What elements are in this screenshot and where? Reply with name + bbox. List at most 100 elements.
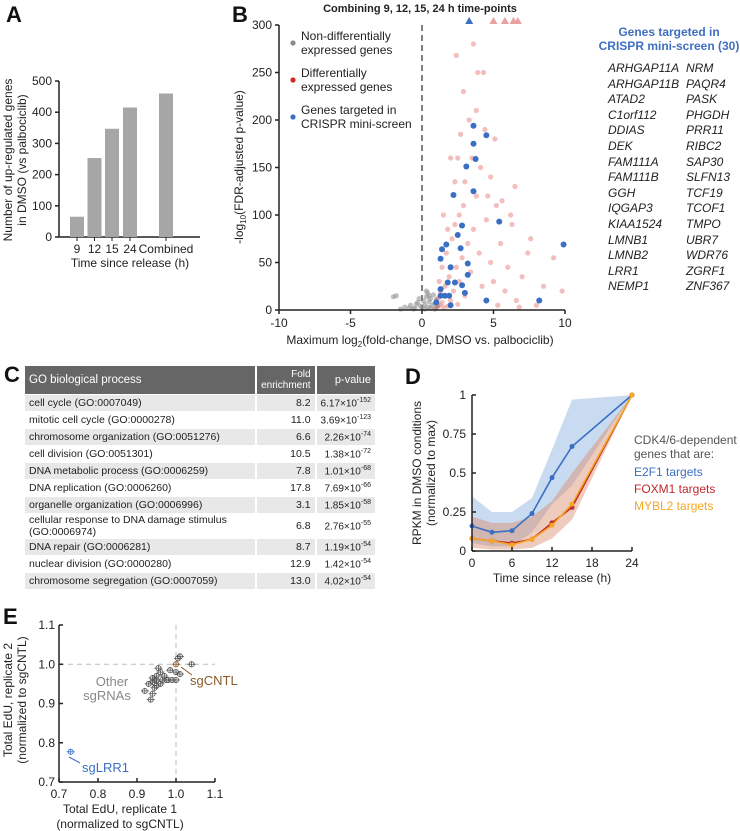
other-sgrnas-label: sgRNAs [83,688,131,703]
cell-fold: 6.8 [257,514,317,538]
cell-process: DNA repair (GO:0006281) [25,539,257,555]
crispr-gene-point [454,231,461,238]
y-tick-label: 0.7 [38,775,55,789]
gene-name: PASK [686,92,718,107]
crispr-gene-point [446,292,453,299]
cell-process: nuclear division (GO:0000280) [25,556,257,572]
genes-title-line: Genes targeted in [618,25,720,39]
pvalue-exponent: -54 [360,575,371,583]
y-tick-label: 400 [32,105,52,119]
x-tick-label: 12 [545,556,559,570]
header-fold: Fold enrichment [256,366,317,394]
table-row: cell division (GO:0051301) 10.5 1.38×10-… [25,446,377,462]
bar [70,216,84,237]
series-point [569,443,575,449]
de-gene-point [512,183,518,190]
cell-pvalue: 4.02×10-54 [316,573,377,589]
de-gene-point [502,288,508,294]
pvalue-exponent: -72 [360,448,371,456]
de-gene-point [495,302,501,308]
table-row: DNA repair (GO:0006281) 8.7 1.19×10-54 [25,539,377,555]
de-gene-point [462,179,468,185]
cell-fold: 11.0 [257,412,317,428]
sgcntl-arrow [180,666,193,676]
x-axis-label: Time since release (h) [71,256,189,270]
pvalue-mantissa: 1.85 [324,500,344,512]
cell-fold: 8.7 [256,539,317,555]
cell-fold: 12.9 [257,556,317,572]
de-gene-point [479,283,485,289]
legend-label: E2F1 targets [634,465,703,479]
legend-label: Differentially [301,66,367,80]
series-point [549,475,555,481]
table-row: nuclear division (GO:0000280) 12.9 1.42×… [25,556,377,572]
cell-pvalue: 2.76×10-55 [317,514,377,538]
y-axis-label: (normalized to sgCNTL) [15,636,29,763]
table-row: mitotic cell cycle (GO:0000278) 11.0 3.6… [25,412,377,428]
non-de-gene-point [419,304,425,310]
y-tick-label: 0 [459,544,466,558]
x-tick-label: 0.8 [90,787,107,801]
gene-name: UBR7 [686,232,719,247]
y-tick-label: 300 [32,136,52,150]
offscale-marker [513,17,522,24]
y-axis-label: -log10(FDR-adjusted p-value) [232,90,248,244]
de-gene-point [488,174,494,180]
de-gene-point [452,179,458,185]
offscale-marker [489,17,498,24]
gene-name: ARHGAP11A [608,61,680,75]
gene-name: LRR1 [608,263,639,278]
legend-label: CRISPR mini-screen [301,117,412,131]
de-gene-point [456,212,462,218]
pvalue-mantissa: 6.17 [320,398,341,410]
non-de-gene-point [413,301,419,307]
y-axis-label: (normalized to max) [424,420,438,526]
series-point [629,392,635,398]
panel-label-d: D [405,364,421,389]
de-gene-point [470,226,477,232]
series-point [509,528,515,534]
y-tick-label: 150 [252,161,272,175]
de-gene-point [450,288,457,294]
gene-name: FAM111A [608,154,659,169]
cell-process: chromosome organization (GO:0051276) [25,429,257,445]
de-gene-point [508,212,514,218]
de-gene-point [440,304,447,310]
x-tick-label: 5 [490,316,497,330]
de-gene-point [509,221,515,228]
crispr-gene-point [451,279,458,286]
crispr-gene-point [441,292,448,299]
gene-name: ZGRF1 [686,263,726,278]
cell-process: cell division (GO:0051301) [25,446,257,462]
x-tick-label: 24 [625,556,639,570]
x-axis-label: (normalized to sgCNTL) [56,817,183,831]
cell-fold: 13.0 [256,573,317,589]
cell-pvalue: 1.42×10-54 [317,556,377,572]
pvalue-exponent: -152 [356,397,371,405]
de-gene-point [505,264,511,270]
de-gene-point [513,297,519,304]
de-gene-point [460,88,467,95]
non-de-gene-point [393,293,399,299]
panel-label-a: A [6,2,22,27]
y-tick-label: 250 [252,66,272,80]
gene-name: DEK [608,139,633,153]
legend-label: MYBL2 targets [634,499,713,513]
y-tick-label: 200 [252,113,272,127]
gene-name: PRR11 [686,123,724,138]
de-gene-point [459,255,465,261]
go-enrichment-table: GO biological process Fold enrichment p-… [25,365,377,590]
de-gene-point [436,278,442,285]
y-tick-label: 100 [32,199,52,213]
x-tick-label: 6 [509,556,516,570]
x-tick-label: 9 [74,242,81,256]
cell-pvalue: 7.69×10-66 [317,480,377,496]
sglrr1-label: sgLRR1 [82,760,129,775]
de-gene-point [483,217,489,223]
de-gene-point [475,69,481,76]
non-de-gene-point [423,288,429,294]
crispr-gene-point [459,282,466,289]
de-gene-point [460,202,467,209]
gene-name: SLFN13 [686,170,731,185]
gene-name: DDIAS [608,123,645,138]
